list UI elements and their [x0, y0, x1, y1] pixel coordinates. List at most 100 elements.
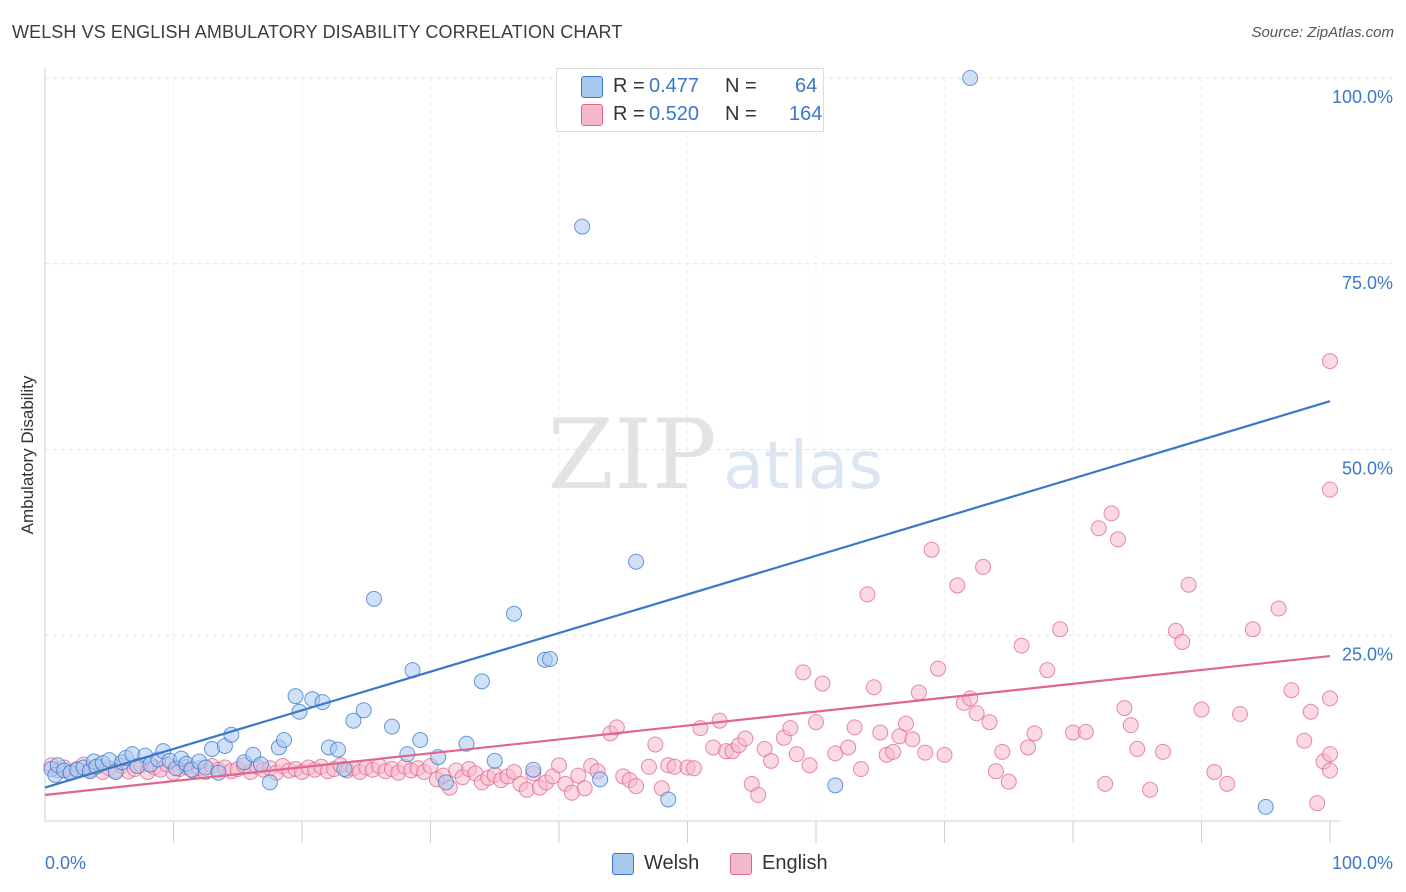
welsh-point-45 — [345, 712, 362, 729]
english-point-122 — [872, 724, 889, 741]
welsh-point-66 — [827, 777, 844, 794]
english-point-170 — [1309, 795, 1326, 812]
english-point-130 — [923, 541, 940, 558]
welsh-point-48 — [383, 718, 400, 735]
english-point-87 — [608, 719, 625, 736]
english-point-169 — [1302, 703, 1319, 720]
welsh-point-56 — [486, 752, 503, 769]
english-point-97 — [685, 760, 702, 777]
welsh-point-58 — [525, 761, 542, 778]
english-point-153 — [1116, 700, 1133, 717]
english-point-121 — [865, 679, 882, 696]
english-trend-line — [44, 654, 1331, 797]
welsh-point-68 — [1257, 798, 1274, 815]
english-point-168 — [1296, 732, 1313, 749]
welsh-r-value: 0.477 — [649, 75, 700, 97]
welsh-n-value: 64 — [795, 75, 818, 97]
english-point-91 — [640, 758, 657, 775]
english-point-166 — [1270, 600, 1287, 617]
english-point-160 — [1180, 576, 1197, 593]
welsh-point-38 — [287, 688, 304, 705]
welsh-point-46 — [355, 702, 372, 719]
english-point-145 — [1039, 662, 1056, 679]
english-point-79 — [551, 757, 567, 774]
english-r-label: R = — [613, 103, 645, 125]
welsh-trend-line — [44, 400, 1331, 789]
english-point-144 — [1026, 725, 1043, 742]
welsh-point-47 — [365, 590, 382, 607]
english-point-164 — [1232, 706, 1249, 723]
x-tick-label-max: 100.0% — [1332, 853, 1393, 873]
english-point-157 — [1154, 743, 1171, 760]
english-point-167 — [1283, 682, 1300, 699]
welsh-legend-swatch — [612, 853, 634, 875]
english-point-118 — [846, 719, 863, 736]
english-n-label: N = — [725, 103, 757, 125]
stats-legend: R = 0.477 N = 64 R = 0.520 N = 164 — [556, 68, 824, 132]
welsh-series — [43, 70, 1274, 815]
welsh-point-29 — [210, 764, 227, 781]
welsh-point-43 — [329, 741, 346, 758]
welsh-n-label: N = — [725, 75, 757, 97]
english-point-129 — [917, 744, 934, 761]
welsh-point-54 — [458, 735, 475, 752]
trend-lines — [44, 400, 1331, 797]
english-point-135 — [962, 690, 979, 707]
welsh-point-35 — [261, 774, 278, 791]
english-point-132 — [936, 746, 953, 763]
y-tick-label-2: 75.0% — [1342, 273, 1393, 293]
welsh-point-61 — [574, 218, 591, 235]
english-point-126 — [897, 715, 914, 732]
grid-lines — [45, 77, 1392, 821]
english-point-120 — [859, 586, 876, 603]
english-point-156 — [1142, 781, 1159, 798]
welsh-r-label: R = — [613, 75, 645, 97]
english-legend-label: English — [762, 852, 828, 874]
welsh-point-57 — [506, 605, 523, 622]
english-point-139 — [987, 763, 1004, 780]
english-point-124 — [885, 743, 902, 760]
english-point-141 — [1000, 773, 1017, 790]
y-tick-label-0: 25.0% — [1342, 644, 1393, 664]
y-tick-label-3: 100.0% — [1332, 87, 1393, 107]
y-axis-label: Ambulatory Disability — [18, 375, 37, 535]
welsh-swatch — [581, 76, 603, 98]
english-point-83 — [576, 780, 593, 797]
welsh-point-51 — [412, 732, 429, 749]
english-point-131 — [930, 660, 947, 677]
english-point-113 — [801, 757, 818, 774]
english-point-104 — [737, 730, 754, 747]
chart-title: WELSH VS ENGLISH AMBULATORY DISABILITY C… — [12, 22, 623, 42]
welsh-point-49 — [399, 746, 416, 763]
english-point-159 — [1174, 633, 1191, 650]
english-point-142 — [1013, 637, 1030, 654]
welsh-point-44 — [336, 760, 353, 777]
english-point-150 — [1097, 775, 1114, 792]
english-point-136 — [968, 705, 985, 722]
english-point-163 — [1219, 775, 1236, 792]
english-point-175 — [1322, 762, 1338, 779]
english-r-value: 0.520 — [649, 103, 700, 125]
english-point-154 — [1122, 717, 1139, 734]
welsh-point-37 — [276, 732, 293, 749]
english-point-174 — [1322, 746, 1338, 763]
english-point-143 — [1020, 739, 1037, 756]
english-point-133 — [949, 577, 966, 594]
welsh-legend-label: Welsh — [644, 852, 700, 874]
english-point-165 — [1244, 621, 1261, 638]
english-point-112 — [795, 664, 812, 681]
english-point-149 — [1090, 520, 1107, 537]
english-point-106 — [750, 786, 767, 803]
english-point-148 — [1077, 723, 1094, 740]
english-point-82 — [570, 767, 587, 784]
english-point-137 — [975, 558, 992, 575]
welsh-point-55 — [473, 673, 490, 690]
source-label: Source: ZipAtlas.com — [1251, 24, 1394, 41]
english-point-138 — [981, 714, 998, 731]
x-tick-label-min: 0.0% — [45, 853, 86, 873]
welsh-point-60 — [542, 651, 559, 668]
welsh-point-64 — [660, 791, 677, 808]
english-point-161 — [1193, 701, 1210, 718]
welsh-point-62 — [592, 771, 609, 788]
y-tick-label-1: 50.0% — [1342, 459, 1393, 479]
